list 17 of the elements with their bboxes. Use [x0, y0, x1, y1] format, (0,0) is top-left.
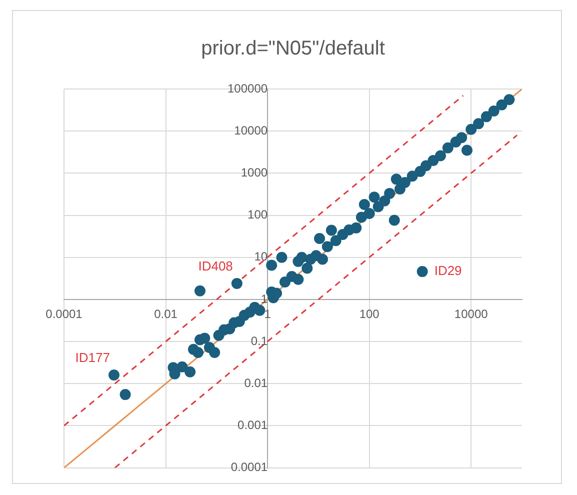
y-tick-label: 100	[248, 208, 268, 222]
y-tick-label: 0.1	[250, 334, 268, 348]
y-tick-label: 10	[254, 250, 268, 264]
y-tick-label: 10000	[234, 123, 268, 138]
y-tick-label: 0.001	[238, 418, 268, 432]
y-tick-label: 1000	[240, 165, 268, 180]
y-tick-label: 0.01	[244, 376, 268, 390]
chart-title: prior.d="N05"/default	[201, 38, 386, 60]
y-tick-label: 0.0001	[230, 460, 268, 474]
x-tick-label: 100	[359, 306, 380, 321]
annotation: ID29	[434, 263, 462, 278]
annotation: ID408	[198, 258, 233, 274]
x-tick-label: 0.01	[154, 306, 178, 321]
y-tick-label: 100000	[228, 81, 268, 96]
x-tick-label: 10000	[454, 306, 488, 321]
x-tick-label: 0.0001	[46, 306, 83, 321]
annotation: ID177	[75, 350, 110, 366]
